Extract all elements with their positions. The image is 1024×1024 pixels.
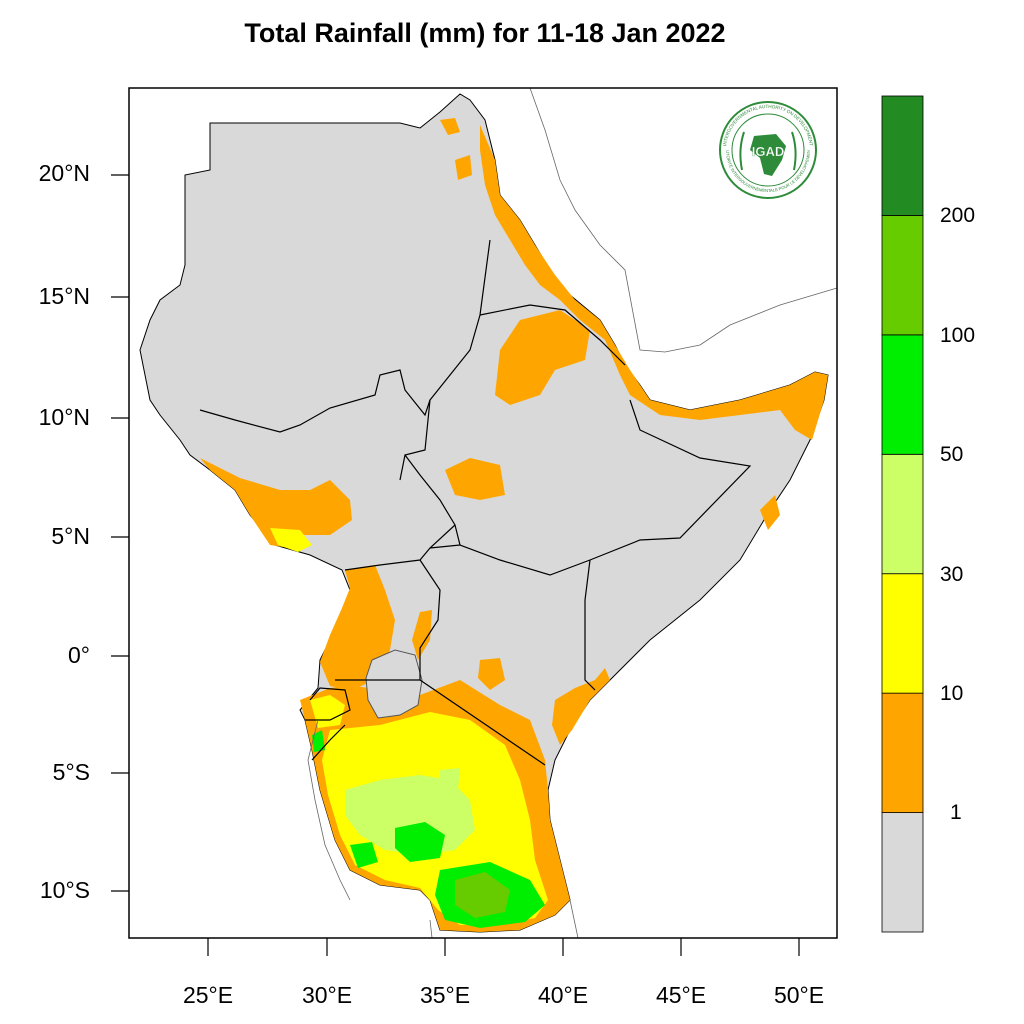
igad-abbr: IGAD	[752, 144, 785, 159]
lat-label-5s: 5°S	[52, 759, 90, 785]
lon-label-35e: 35°E	[419, 982, 471, 1008]
colorbar-bin-4	[881, 334, 924, 455]
lat-label-20n: 20°N	[38, 160, 90, 186]
lat-ticks	[111, 174, 129, 892]
igad-logo: IGAD INTERGOVERNMENTAL AUTHORITY ON DEVE…	[719, 101, 817, 199]
colorbar-bin-5	[881, 215, 924, 336]
country-borders	[199, 239, 752, 766]
lon-label-40e: 40°E	[537, 982, 589, 1008]
colorbar-label-50: 50	[940, 443, 964, 466]
outer-coastlines	[307, 87, 838, 939]
lon-ticks	[207, 938, 800, 956]
rain-100-200mm-areas	[455, 872, 510, 918]
lon-label-50e: 50°E	[773, 982, 825, 1008]
colorbar-bin-3	[881, 453, 924, 575]
map-title: Total Rainfall (mm) for 11-18 Jan 2022	[244, 18, 726, 48]
lat-label-15n: 15°N	[38, 283, 90, 309]
colorbar-label-200: 200	[940, 204, 976, 227]
lat-label-10n: 10°N	[38, 404, 90, 430]
lat-label-5n: 5°N	[51, 523, 90, 549]
lon-label-45e: 45°E	[655, 982, 707, 1008]
lat-label-10s: 10°S	[39, 877, 90, 903]
africa-icon	[750, 134, 786, 176]
colorbar-label-100: 100	[940, 324, 976, 347]
colorbar-label-10: 10	[940, 682, 964, 705]
lon-label-30e: 30°E	[301, 982, 353, 1008]
lon-label-25e: 25°E	[182, 982, 234, 1008]
map-frame	[128, 87, 838, 939]
colorbar-label-30: 30	[940, 563, 964, 586]
colorbar-bin-1	[881, 692, 924, 813]
lake-victoria	[365, 649, 423, 719]
colorbar-bin-0	[881, 812, 924, 933]
lat-label-0: 0°	[68, 642, 90, 668]
colorbar-bin-2	[881, 573, 924, 694]
colorbar-bin-6	[881, 95, 924, 216]
colorbar-label-1: 1	[950, 801, 962, 824]
